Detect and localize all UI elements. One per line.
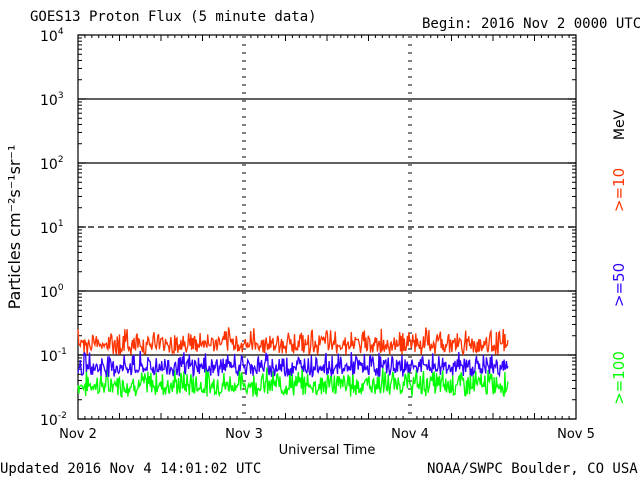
x-tick-label: Nov 3 — [225, 427, 263, 442]
series-line--10-mev — [77, 327, 509, 356]
series-line--50-mev — [77, 350, 509, 379]
y-tick-label: 100 — [40, 283, 64, 301]
x-tick-label: Nov 4 — [391, 427, 429, 442]
begin-date: Begin: 2016 Nov 2 0000 UTC — [422, 16, 640, 32]
legend-item-2: >=50 — [610, 263, 628, 307]
updated-timestamp: Updated 2016 Nov 4 14:01:02 UTC — [0, 461, 262, 477]
series-line--100-mev — [77, 365, 509, 398]
y-axis-title: Particles cm⁻²s⁻¹sr⁻¹ — [5, 145, 24, 310]
x-axis-title: Universal Time — [279, 443, 376, 458]
legend-item-1: >=10 — [610, 168, 628, 212]
source-credit: NOAA/SWPC Boulder, CO USA — [427, 461, 638, 477]
legend-item-3: >=100 — [610, 351, 628, 405]
x-tick-label: Nov 2 — [59, 427, 97, 442]
x-tick-label: Nov 5 — [557, 427, 595, 442]
y-tick-label: 10-1 — [40, 347, 67, 365]
y-tick-label: 103 — [40, 91, 64, 109]
y-tick-label: 104 — [40, 27, 64, 45]
y-tick-label: 102 — [40, 155, 64, 173]
chart-title: GOES13 Proton Flux (5 minute data) — [30, 9, 317, 25]
y-tick-label: 101 — [40, 219, 64, 237]
legend-unit: MeV — [612, 109, 628, 140]
